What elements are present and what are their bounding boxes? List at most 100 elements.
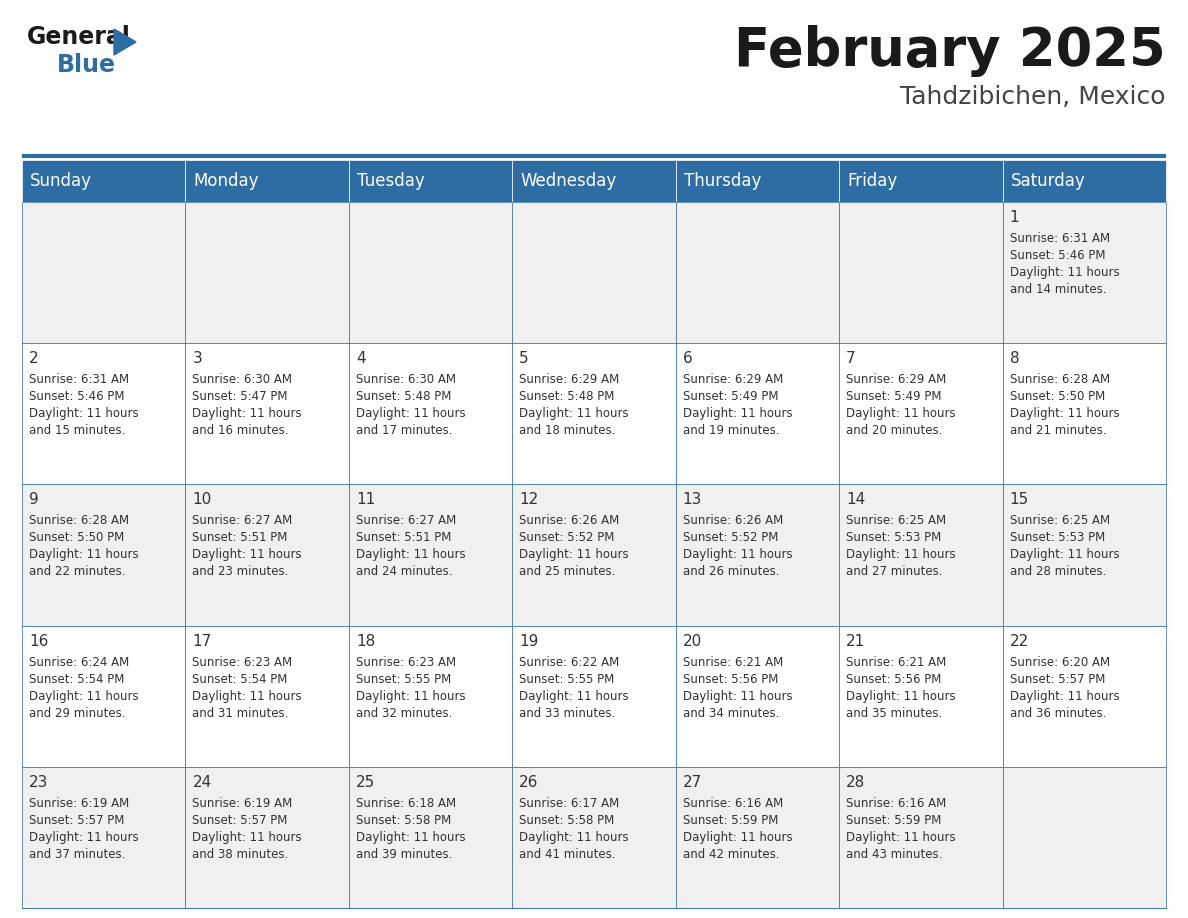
Bar (349, 202, 512, 343)
Polygon shape (114, 29, 135, 55)
Text: 27: 27 (683, 775, 702, 789)
Text: 6: 6 (683, 352, 693, 366)
Text: Daylight: 11 hours: Daylight: 11 hours (356, 408, 466, 420)
Text: 5: 5 (519, 352, 529, 366)
Text: Sunset: 5:53 PM: Sunset: 5:53 PM (1010, 532, 1105, 544)
Bar (839, 343, 1003, 485)
Bar (1003, 160, 1165, 202)
Text: and 21 minutes.: and 21 minutes. (1010, 424, 1106, 437)
Bar (185, 343, 349, 485)
Text: Sunset: 5:51 PM: Sunset: 5:51 PM (192, 532, 287, 544)
Text: and 15 minutes.: and 15 minutes. (29, 424, 126, 437)
Text: 3: 3 (192, 352, 202, 366)
Text: Sunset: 5:50 PM: Sunset: 5:50 PM (1010, 390, 1105, 403)
Text: 1: 1 (1010, 210, 1019, 225)
Text: and 20 minutes.: and 20 minutes. (846, 424, 942, 437)
Text: Daylight: 11 hours: Daylight: 11 hours (356, 548, 466, 562)
Text: and 17 minutes.: and 17 minutes. (356, 424, 453, 437)
Text: and 16 minutes.: and 16 minutes. (192, 424, 289, 437)
Text: and 19 minutes.: and 19 minutes. (683, 424, 779, 437)
Text: Sunset: 5:49 PM: Sunset: 5:49 PM (683, 390, 778, 403)
Text: 28: 28 (846, 775, 865, 789)
Text: Daylight: 11 hours: Daylight: 11 hours (29, 689, 139, 702)
Text: 10: 10 (192, 492, 211, 508)
Text: Daylight: 11 hours: Daylight: 11 hours (519, 831, 628, 844)
Text: Friday: Friday (847, 172, 897, 190)
Bar (676, 160, 839, 202)
Text: 11: 11 (356, 492, 375, 508)
Text: Sunrise: 6:29 AM: Sunrise: 6:29 AM (846, 374, 947, 386)
Text: and 34 minutes.: and 34 minutes. (683, 707, 779, 720)
Text: Sunrise: 6:22 AM: Sunrise: 6:22 AM (519, 655, 619, 668)
Text: Sunrise: 6:23 AM: Sunrise: 6:23 AM (356, 655, 456, 668)
Text: Sunrise: 6:31 AM: Sunrise: 6:31 AM (1010, 232, 1110, 245)
Text: 13: 13 (683, 492, 702, 508)
Text: Sunrise: 6:21 AM: Sunrise: 6:21 AM (846, 655, 947, 668)
Text: Daylight: 11 hours: Daylight: 11 hours (192, 689, 302, 702)
Text: and 22 minutes.: and 22 minutes. (29, 565, 126, 578)
Bar (512, 202, 676, 343)
Text: Sunset: 5:54 PM: Sunset: 5:54 PM (29, 673, 125, 686)
Text: 17: 17 (192, 633, 211, 649)
Text: Daylight: 11 hours: Daylight: 11 hours (683, 548, 792, 562)
Text: and 42 minutes.: and 42 minutes. (683, 848, 779, 861)
Text: Daylight: 11 hours: Daylight: 11 hours (192, 548, 302, 562)
Text: Monday: Monday (194, 172, 259, 190)
Text: and 27 minutes.: and 27 minutes. (846, 565, 942, 578)
Text: Sunset: 5:59 PM: Sunset: 5:59 PM (846, 813, 942, 827)
Text: and 33 minutes.: and 33 minutes. (519, 707, 615, 720)
Text: Sunrise: 6:19 AM: Sunrise: 6:19 AM (29, 797, 129, 810)
Text: Sunrise: 6:25 AM: Sunrise: 6:25 AM (846, 514, 947, 528)
Text: Sunset: 5:59 PM: Sunset: 5:59 PM (683, 813, 778, 827)
Text: and 23 minutes.: and 23 minutes. (192, 565, 289, 578)
Text: Daylight: 11 hours: Daylight: 11 hours (519, 548, 628, 562)
Text: Sunrise: 6:16 AM: Sunrise: 6:16 AM (846, 797, 947, 810)
Text: Sunset: 5:49 PM: Sunset: 5:49 PM (846, 390, 942, 403)
Text: 20: 20 (683, 633, 702, 649)
Text: Sunrise: 6:28 AM: Sunrise: 6:28 AM (1010, 374, 1110, 386)
Text: Sunrise: 6:23 AM: Sunrise: 6:23 AM (192, 655, 292, 668)
Text: 21: 21 (846, 633, 865, 649)
Text: Daylight: 11 hours: Daylight: 11 hours (846, 689, 956, 702)
Text: and 39 minutes.: and 39 minutes. (356, 848, 453, 861)
Text: Daylight: 11 hours: Daylight: 11 hours (192, 408, 302, 420)
Bar (23, 160, 185, 202)
Text: and 32 minutes.: and 32 minutes. (356, 707, 453, 720)
Text: Daylight: 11 hours: Daylight: 11 hours (356, 831, 466, 844)
Text: Sunset: 5:48 PM: Sunset: 5:48 PM (356, 390, 451, 403)
Bar (23, 625, 185, 767)
Text: and 24 minutes.: and 24 minutes. (356, 565, 453, 578)
Text: Sunrise: 6:27 AM: Sunrise: 6:27 AM (356, 514, 456, 528)
Text: Daylight: 11 hours: Daylight: 11 hours (1010, 548, 1119, 562)
Text: Daylight: 11 hours: Daylight: 11 hours (846, 548, 956, 562)
Text: Sunset: 5:57 PM: Sunset: 5:57 PM (1010, 673, 1105, 686)
Text: Tahdzibichen, Mexico: Tahdzibichen, Mexico (901, 85, 1165, 109)
Text: Sunrise: 6:21 AM: Sunrise: 6:21 AM (683, 655, 783, 668)
Bar (23, 485, 185, 625)
Text: Sunset: 5:55 PM: Sunset: 5:55 PM (519, 673, 614, 686)
Bar (23, 767, 185, 908)
Text: Sunset: 5:58 PM: Sunset: 5:58 PM (519, 813, 614, 827)
Text: 4: 4 (356, 352, 366, 366)
Text: Daylight: 11 hours: Daylight: 11 hours (1010, 689, 1119, 702)
Text: 8: 8 (1010, 352, 1019, 366)
Text: and 36 minutes.: and 36 minutes. (1010, 707, 1106, 720)
Text: Sunrise: 6:20 AM: Sunrise: 6:20 AM (1010, 655, 1110, 668)
Bar (676, 343, 839, 485)
Text: Daylight: 11 hours: Daylight: 11 hours (29, 408, 139, 420)
Text: and 43 minutes.: and 43 minutes. (846, 848, 942, 861)
Bar (185, 625, 349, 767)
Bar (512, 767, 676, 908)
Text: 23: 23 (29, 775, 49, 789)
Bar (839, 202, 1003, 343)
Text: Sunset: 5:48 PM: Sunset: 5:48 PM (519, 390, 614, 403)
Text: Sunset: 5:52 PM: Sunset: 5:52 PM (519, 532, 614, 544)
Text: Wednesday: Wednesday (520, 172, 617, 190)
Text: Daylight: 11 hours: Daylight: 11 hours (519, 408, 628, 420)
Bar (349, 485, 512, 625)
Text: and 37 minutes.: and 37 minutes. (29, 848, 126, 861)
Text: Tuesday: Tuesday (356, 172, 424, 190)
Text: Daylight: 11 hours: Daylight: 11 hours (683, 831, 792, 844)
Bar (512, 625, 676, 767)
Text: 18: 18 (356, 633, 375, 649)
